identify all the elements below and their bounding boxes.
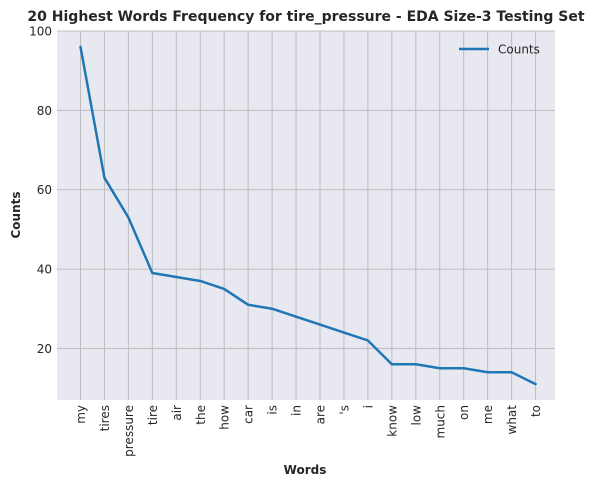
x-tick-label: on [457, 405, 471, 420]
legend-label-counts: Counts [498, 43, 540, 57]
x-tick-label: how [218, 405, 232, 430]
x-tick-label: me [481, 405, 495, 424]
x-tick-label: car [242, 405, 256, 424]
x-axis-label: Words [284, 463, 327, 477]
x-tick-label: much [433, 405, 447, 439]
y-tick-label: 40 [37, 263, 52, 277]
x-tick-label: in [290, 405, 304, 416]
x-tick-label: 's [337, 405, 351, 415]
y-tick-labels: 20 40 60 80 100 [29, 25, 52, 356]
series-counts [79, 45, 537, 386]
y-tick-label: 20 [37, 342, 52, 356]
x-tick-label: i [361, 405, 375, 408]
grid-lines [57, 30, 555, 400]
x-tick-label: to [529, 405, 543, 417]
plot-area [57, 31, 555, 400]
x-tick-label: the [194, 405, 208, 425]
y-tick-label: 80 [37, 104, 52, 118]
legend: Counts [459, 43, 540, 57]
x-tick-label: tires [98, 405, 112, 431]
y-axis-label: Counts [9, 191, 23, 238]
x-tick-label: know [385, 405, 399, 437]
y-tick-label: 60 [37, 183, 52, 197]
x-tick-labels: my tires pressure tire air the how car is in are 's… [74, 405, 543, 457]
x-tick-label: low [409, 405, 423, 426]
x-tick-label: my [74, 405, 88, 424]
x-tick-label: tire [146, 405, 160, 425]
x-tick-label: what [505, 405, 519, 435]
y-tick-label: 100 [29, 25, 52, 39]
chart-title: 20 Highest Words Frequency for tire_pres… [27, 9, 584, 25]
x-tick-label: air [170, 405, 184, 421]
x-tick-label: pressure [122, 405, 136, 457]
x-tick-label: are [314, 405, 328, 424]
x-tick-label: is [266, 405, 280, 415]
series-line [79, 45, 537, 386]
